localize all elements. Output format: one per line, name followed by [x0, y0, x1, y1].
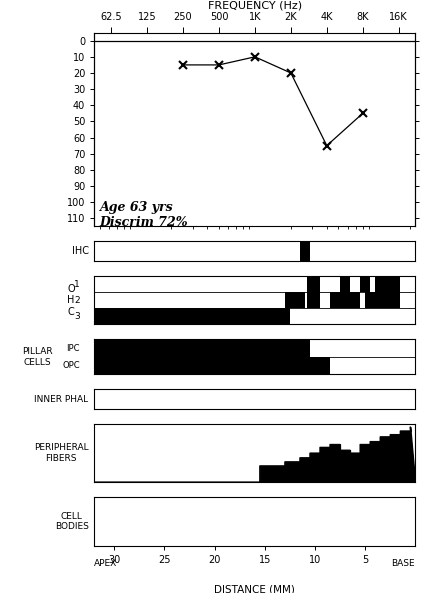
- Bar: [300, 241, 310, 261]
- Text: IPC: IPC: [66, 344, 80, 353]
- Text: BASE: BASE: [392, 559, 415, 568]
- Bar: [340, 292, 360, 308]
- Text: 1: 1: [74, 279, 80, 289]
- Text: 2: 2: [74, 296, 80, 305]
- Y-axis label: PERIPHERAL
FIBERS: PERIPHERAL FIBERS: [34, 443, 89, 463]
- Y-axis label: INNER PHAL: INNER PHAL: [35, 394, 89, 404]
- Bar: [307, 292, 320, 308]
- X-axis label: DISTANCE (MM): DISTANCE (MM): [214, 584, 295, 593]
- Text: 3: 3: [74, 312, 80, 321]
- Bar: [365, 292, 375, 308]
- Bar: [375, 276, 400, 292]
- Bar: [340, 276, 350, 292]
- Y-axis label: PILLAR
CELLS: PILLAR CELLS: [22, 347, 53, 366]
- Y-axis label: O
H
C: O H C: [67, 283, 75, 317]
- Y-axis label: CELL
BODIES: CELL BODIES: [55, 512, 89, 531]
- Text: APEX: APEX: [94, 559, 117, 568]
- Bar: [360, 276, 370, 292]
- Text: Age 63 yrs
Discrim 72%: Age 63 yrs Discrim 72%: [100, 200, 188, 228]
- Bar: [94, 308, 290, 324]
- Text: OPC: OPC: [62, 361, 80, 370]
- Bar: [307, 276, 320, 292]
- Bar: [285, 292, 305, 308]
- X-axis label: FREQUENCY (Hz): FREQUENCY (Hz): [208, 0, 302, 10]
- Bar: [94, 339, 310, 357]
- Bar: [300, 357, 310, 374]
- Y-axis label: IHC: IHC: [71, 246, 89, 256]
- Bar: [375, 292, 400, 308]
- Bar: [94, 357, 330, 374]
- Bar: [330, 292, 340, 308]
